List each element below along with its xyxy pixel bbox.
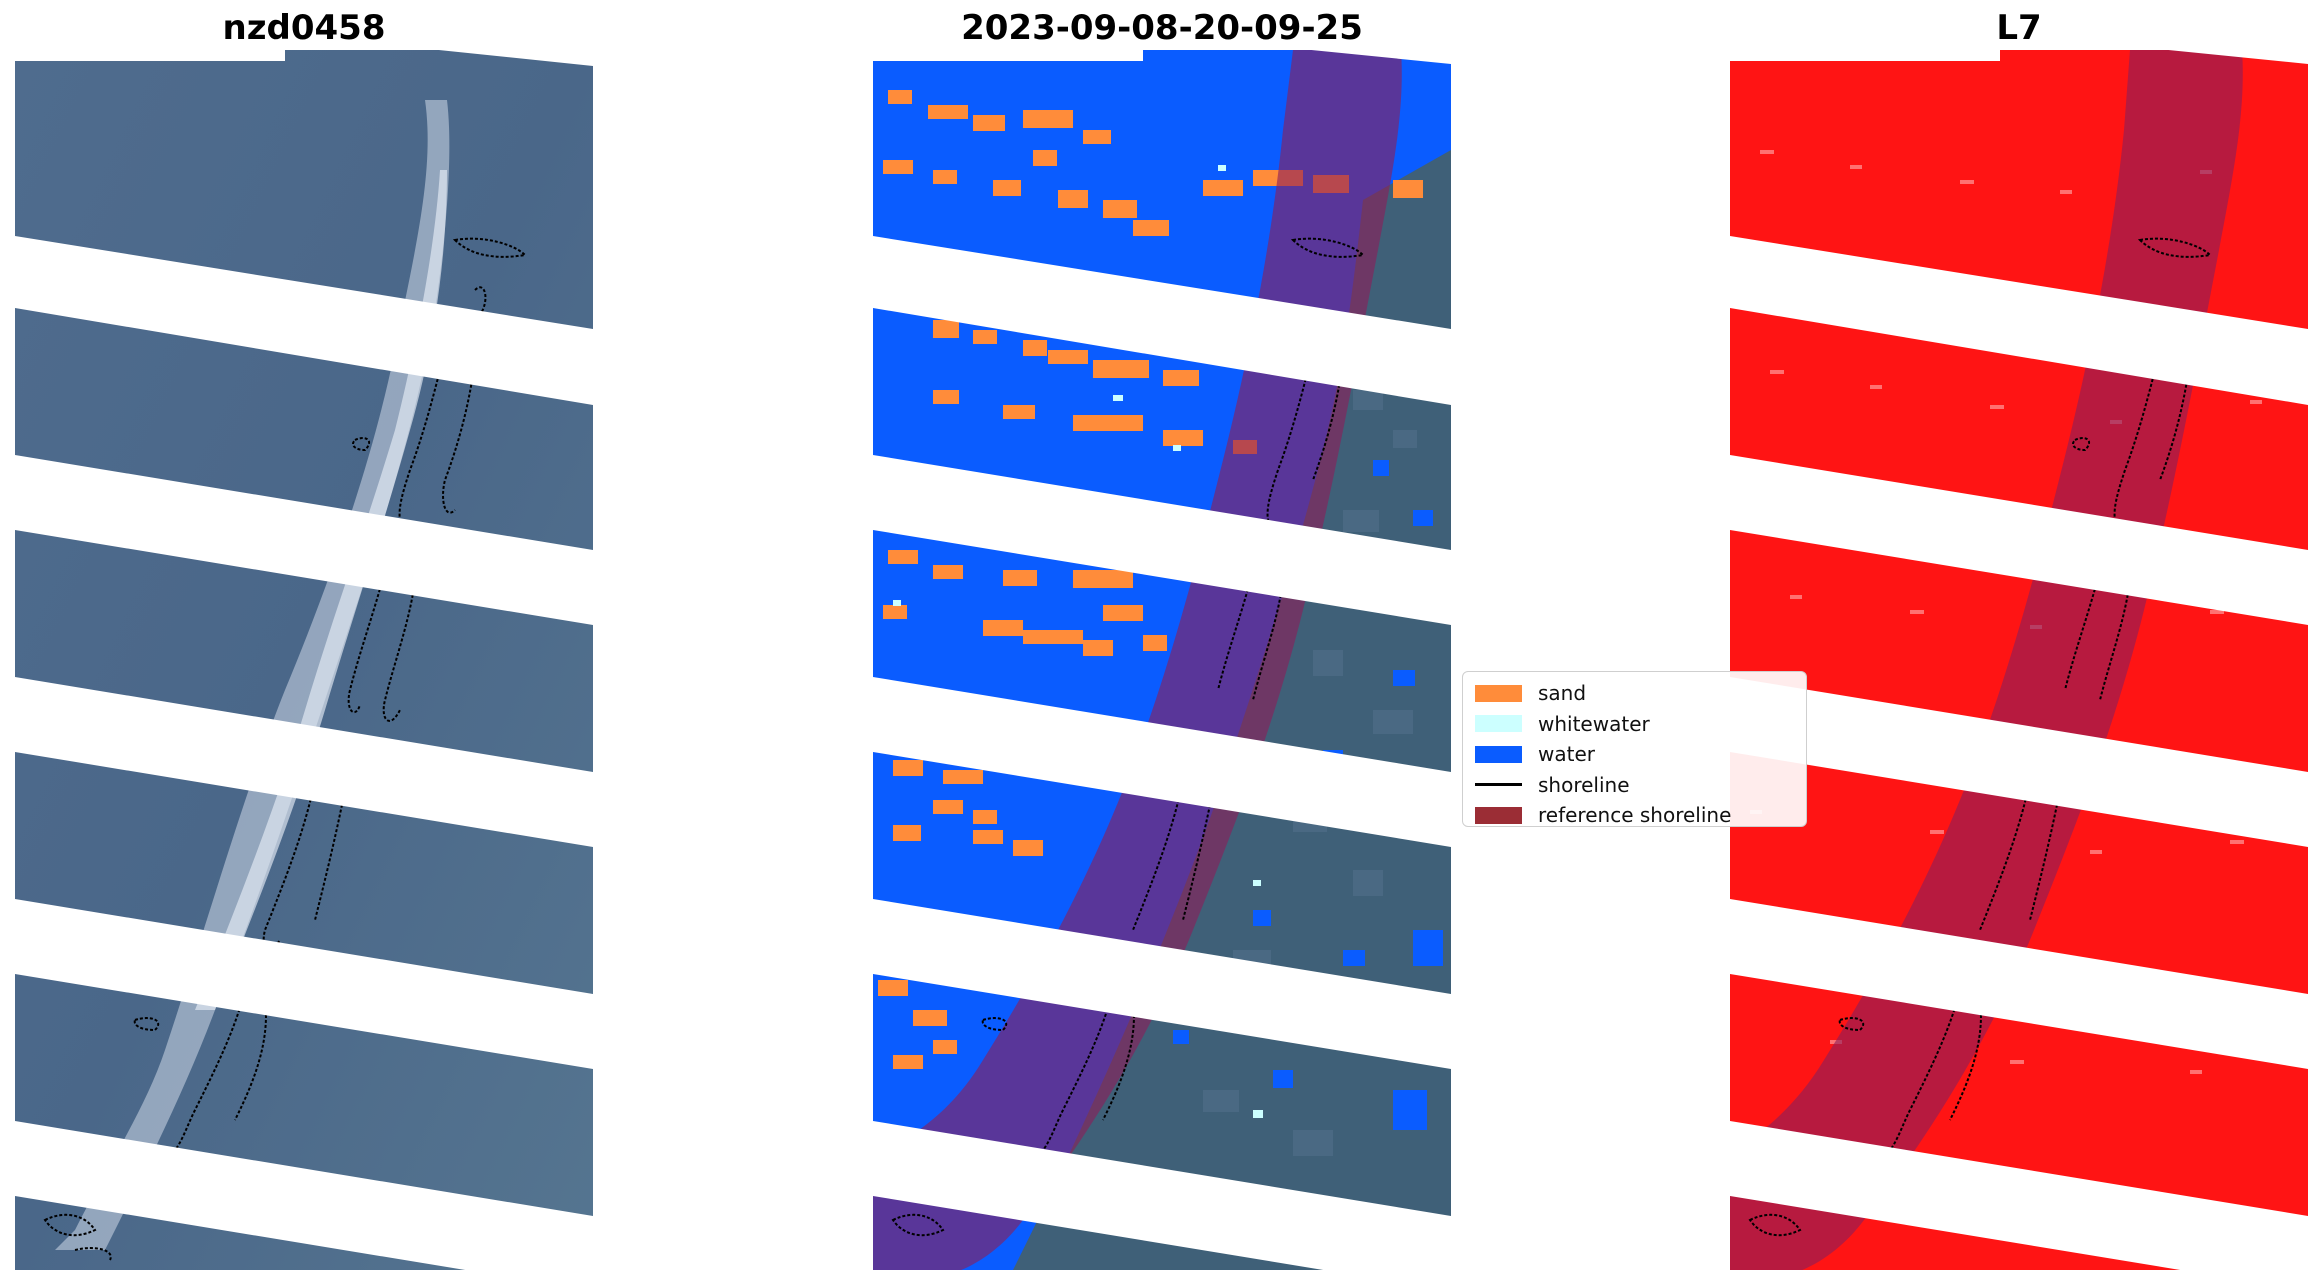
ndwi-image — [1730, 50, 2308, 1270]
legend-label: sand — [1538, 681, 1587, 706]
panel-title-image-id: nzd0458 — [222, 8, 386, 48]
legend-item-shoreline: shoreline — [1463, 770, 1806, 801]
legend-item-water: water — [1463, 739, 1806, 770]
sand-swatch — [1475, 684, 1522, 702]
panel-title-date: 2023-09-08-20-09-25 — [961, 8, 1363, 48]
legend-item-sand: sand — [1463, 678, 1806, 709]
shoreline-line-swatch — [1475, 783, 1522, 787]
whitewater-class — [893, 165, 1263, 1118]
reference-shoreline-swatch — [1475, 806, 1522, 824]
legend-label: reference shoreline — [1538, 803, 1732, 828]
legend-item-whitewater: whitewater — [1463, 709, 1806, 740]
panel-title-satellite: L7 — [1996, 8, 2042, 48]
legend: sand whitewater water shoreline referenc… — [1462, 671, 1807, 827]
legend-label: water — [1538, 742, 1595, 767]
legend-label: whitewater — [1538, 711, 1650, 736]
whitewater-swatch — [1475, 715, 1522, 733]
scanline-gaps — [873, 50, 1451, 1270]
classified-image — [873, 50, 1451, 1270]
legend-label: shoreline — [1538, 772, 1630, 797]
legend-item-reference-shoreline: reference shoreline — [1463, 800, 1806, 831]
scanline-gaps — [1730, 50, 2308, 1270]
rgb-satellite-image — [15, 50, 593, 1270]
sand-class — [878, 90, 1423, 1244]
shoreline-contours — [43, 237, 528, 1261]
water-swatch — [1475, 745, 1522, 763]
scanline-gaps — [15, 50, 593, 1270]
